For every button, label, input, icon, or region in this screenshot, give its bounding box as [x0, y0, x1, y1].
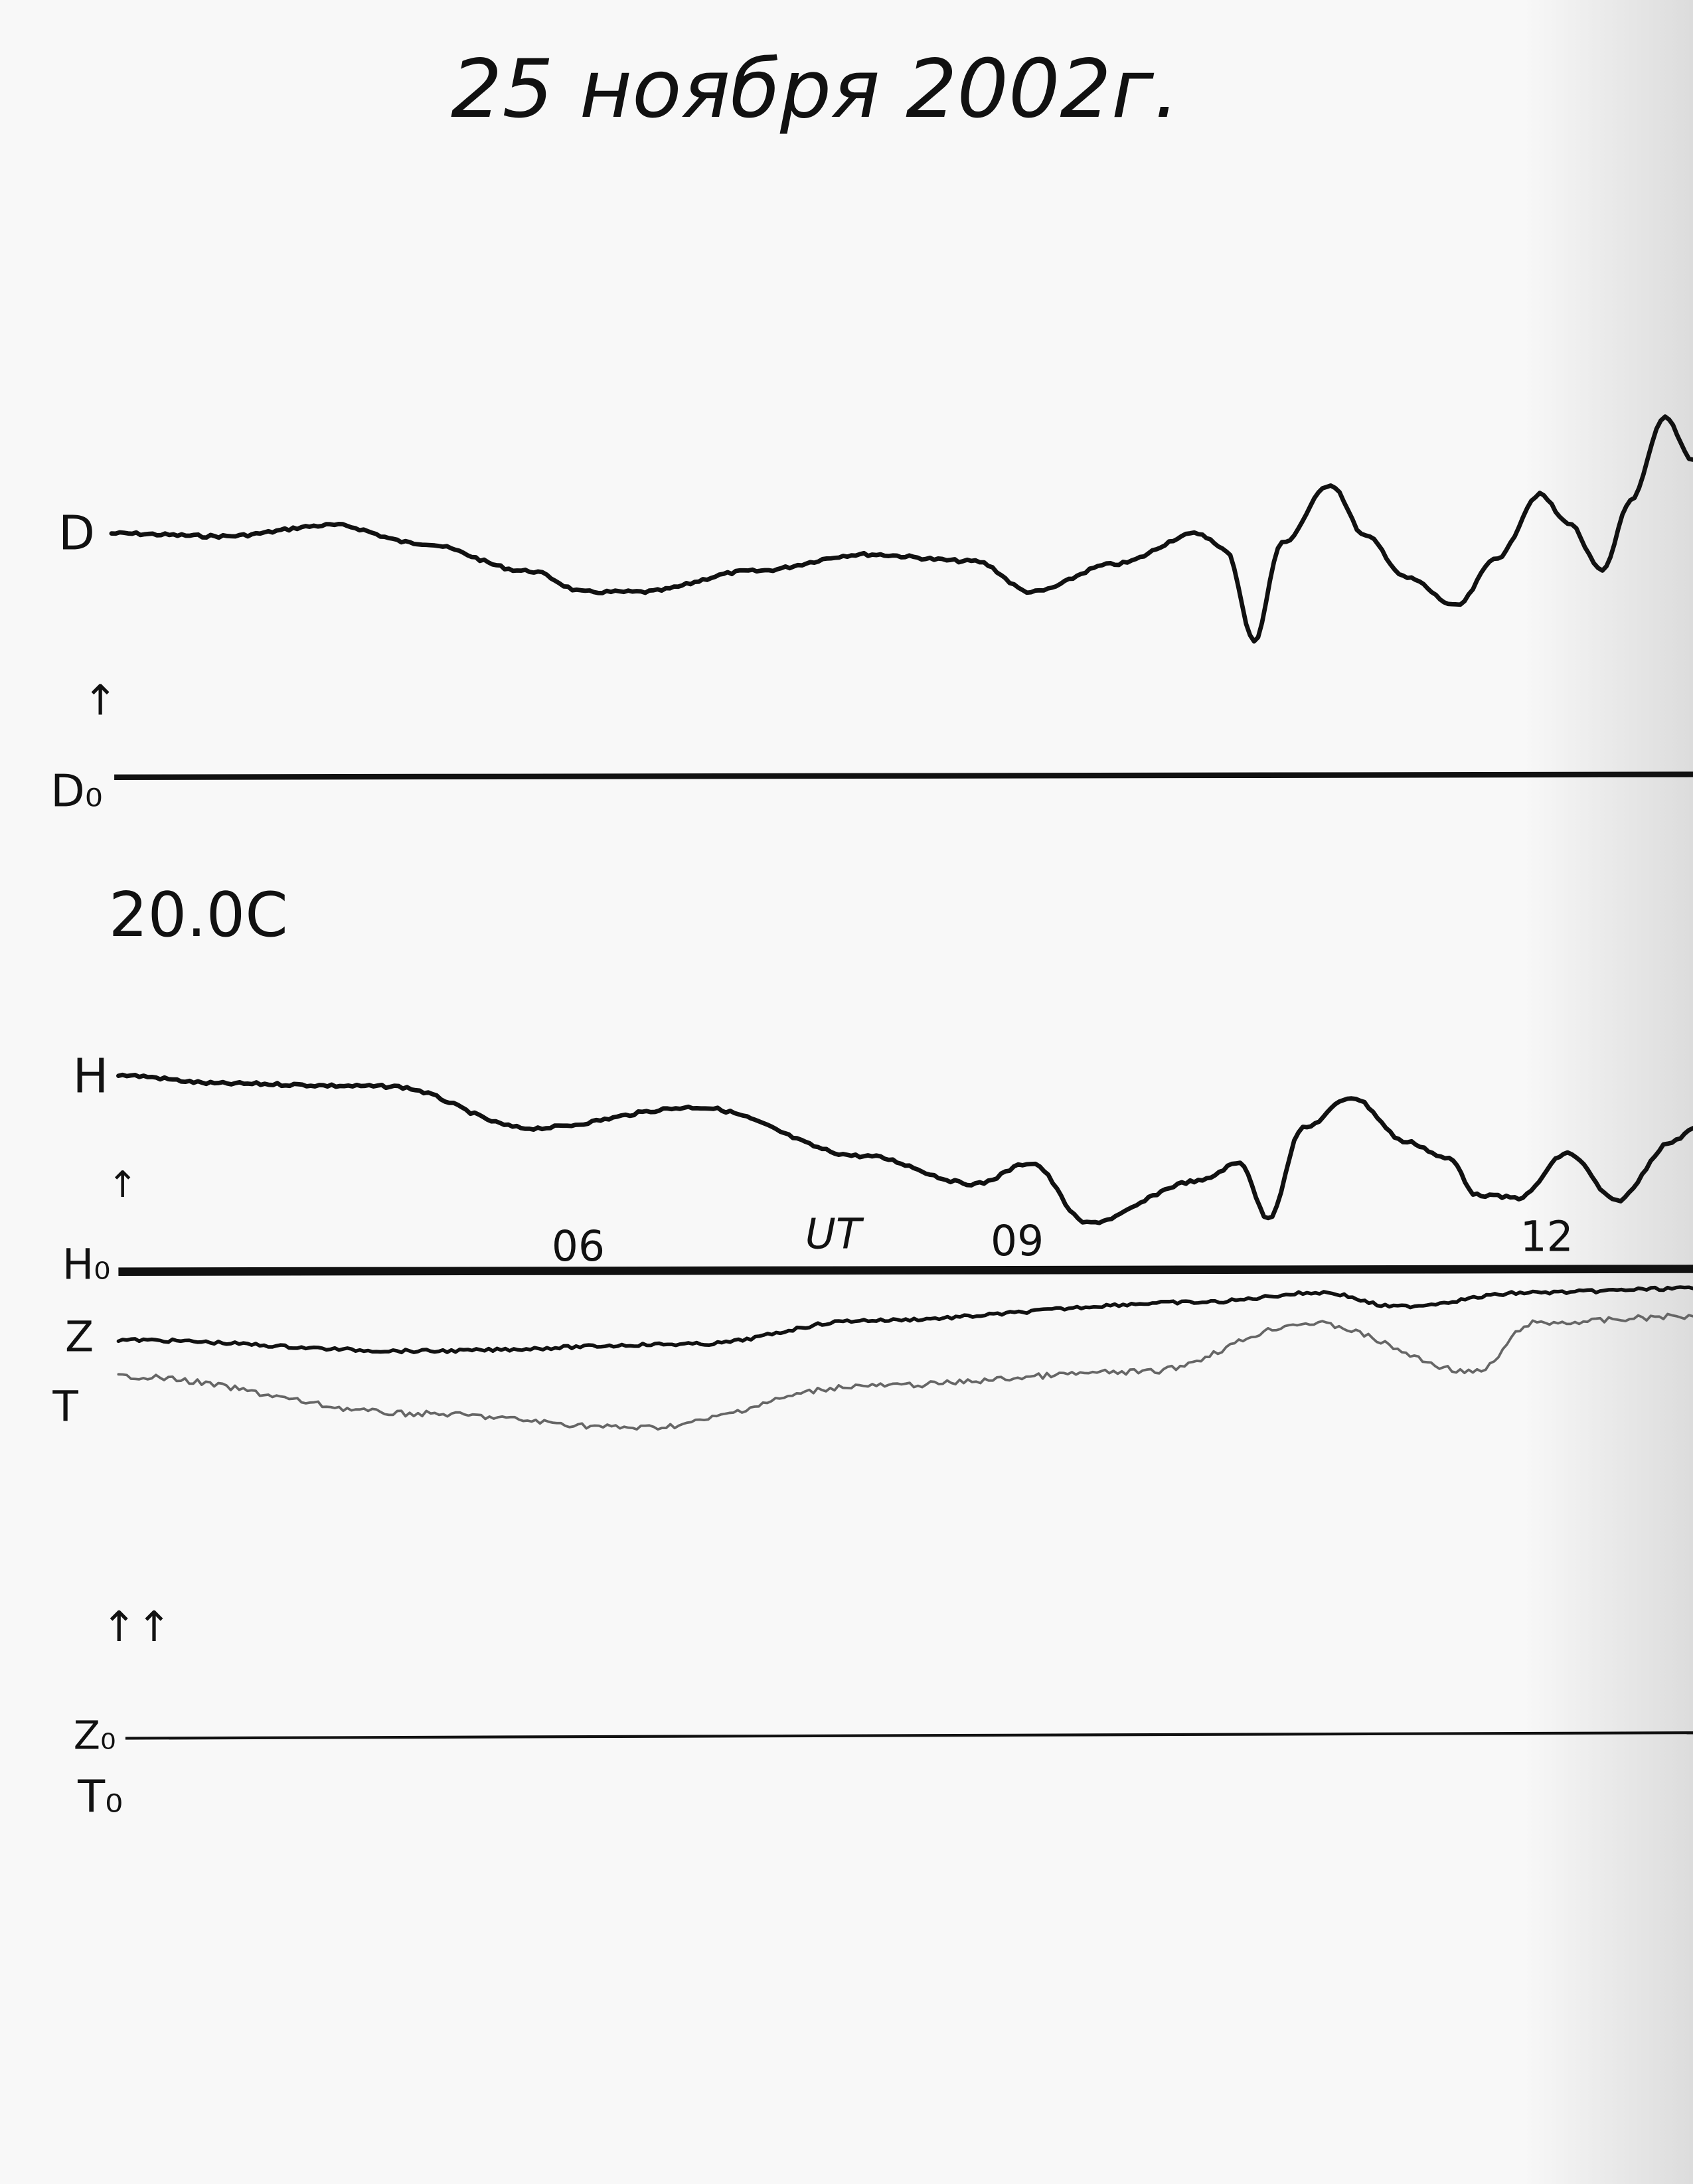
d0-label: D₀: [50, 765, 103, 817]
time-mark: UT: [805, 1209, 864, 1258]
t0-label: T₀: [77, 1770, 123, 1822]
h0-label: H₀: [62, 1240, 111, 1288]
z0-t0-baseline: [125, 1731, 1693, 1740]
zt-arrows: ↑↑: [102, 1602, 171, 1651]
title: 25 ноября 2002г.: [451, 42, 1180, 136]
h-arrow: ↑: [108, 1163, 138, 1206]
time-mark: 12: [1520, 1212, 1573, 1261]
time-mark: 06: [552, 1222, 605, 1271]
time-mark: 09: [991, 1217, 1044, 1265]
d-arrow: ↑: [83, 676, 118, 725]
d-label: D: [58, 505, 95, 560]
h-label: H: [73, 1049, 109, 1104]
z0-label: Z₀: [74, 1713, 116, 1758]
h0-baseline: [118, 1265, 1693, 1276]
z-label: Z: [65, 1313, 94, 1362]
t-trace: [117, 1312, 1693, 1431]
d0-baseline: [114, 771, 1693, 780]
t-label: T: [52, 1382, 78, 1431]
d-trace: [109, 414, 1693, 644]
z-trace: [116, 1285, 1693, 1355]
scale-note: 20.0C: [109, 879, 288, 951]
h-trace: [116, 1072, 1693, 1225]
